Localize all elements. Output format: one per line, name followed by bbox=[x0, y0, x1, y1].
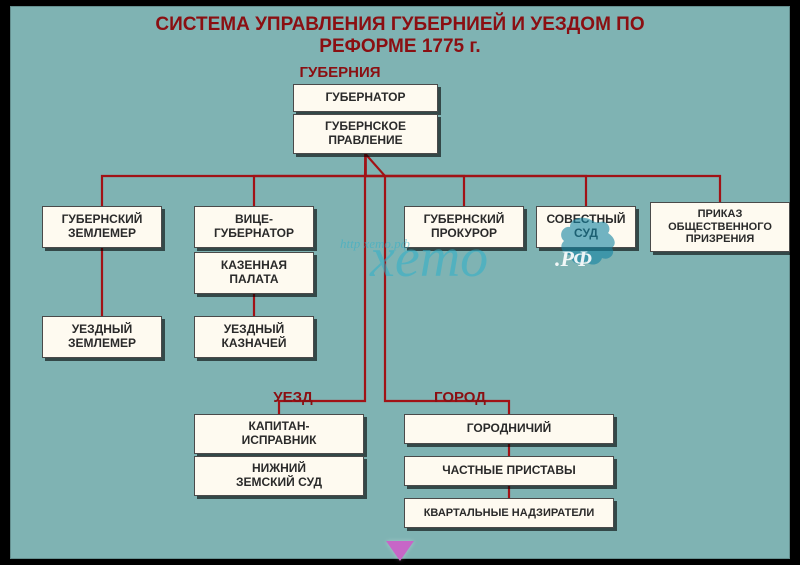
node-gubprav: ГУБЕРНСКОЕ ПРАВЛЕНИЕ bbox=[293, 114, 438, 154]
diagram-canvas: СИСТЕМА УПРАВЛЕНИЯ ГУБЕРНИЕЙ И УЕЗДОМ ПО… bbox=[10, 6, 790, 559]
node-governor: ГУБЕРНАТОР bbox=[293, 84, 438, 112]
node-vicegub: ВИЦЕ- ГУБЕРНАТОР bbox=[194, 206, 314, 248]
edge-gubprav-zemlemer_g bbox=[102, 154, 366, 206]
node-kazpal: КАЗЕННАЯ ПАЛАТА bbox=[194, 252, 314, 294]
outer-frame: СИСТЕМА УПРАВЛЕНИЯ ГУБЕРНИЕЙ И УЕЗДОМ ПО… bbox=[0, 0, 800, 565]
node-kvartnad: КВАРТАЛЬНЫЕ НАДЗИРАТЕЛИ bbox=[404, 498, 614, 528]
node-zemlemer_g: ГУБЕРНСКИЙ ЗЕМЛЕМЕР bbox=[42, 206, 162, 248]
watermark-suffix: .РФ bbox=[555, 246, 592, 272]
section-label-gub: ГУБЕРНИЯ bbox=[240, 64, 440, 81]
node-prikaz: ПРИКАЗ ОБЩЕСТВЕННОГО ПРИЗРЕНИЯ bbox=[650, 202, 790, 252]
node-kaznachey: УЕЗДНЫЙ КАЗНАЧЕЙ bbox=[194, 316, 314, 358]
edge-gubprav-gorodnich bbox=[366, 154, 510, 414]
section-label-gorod: ГОРОД bbox=[360, 389, 560, 406]
edge-gubprav-vicegub bbox=[254, 154, 366, 206]
node-zemlemer_u: УЕЗДНЫЙ ЗЕМЛЕМЕР bbox=[42, 316, 162, 358]
node-pristavy: ЧАСТНЫЕ ПРИСТАВЫ bbox=[404, 456, 614, 486]
node-nizhsud: НИЖНИЙ ЗЕМСКИЙ СУД bbox=[194, 456, 364, 496]
node-gprokuror: ГУБЕРНСКИЙ ПРОКУРОР bbox=[404, 206, 524, 248]
edge-gubprav-prikaz bbox=[366, 154, 721, 202]
pager-down-icon bbox=[386, 541, 414, 561]
edge-gubprav-gprokuror bbox=[366, 154, 465, 206]
node-gorodnich: ГОРОДНИЧИЙ bbox=[404, 414, 614, 444]
watermark-url: http xemo.рф bbox=[340, 236, 410, 252]
node-kapispr: КАПИТАН- ИСПРАВНИК bbox=[194, 414, 364, 454]
edge-gubprav-sovsud bbox=[366, 154, 587, 206]
diagram-title: СИСТЕМА УПРАВЛЕНИЯ ГУБЕРНИЕЙ И УЕЗДОМ ПО… bbox=[10, 14, 790, 58]
node-sovsud: СОВЕСТНЫЙ СУД bbox=[536, 206, 636, 248]
